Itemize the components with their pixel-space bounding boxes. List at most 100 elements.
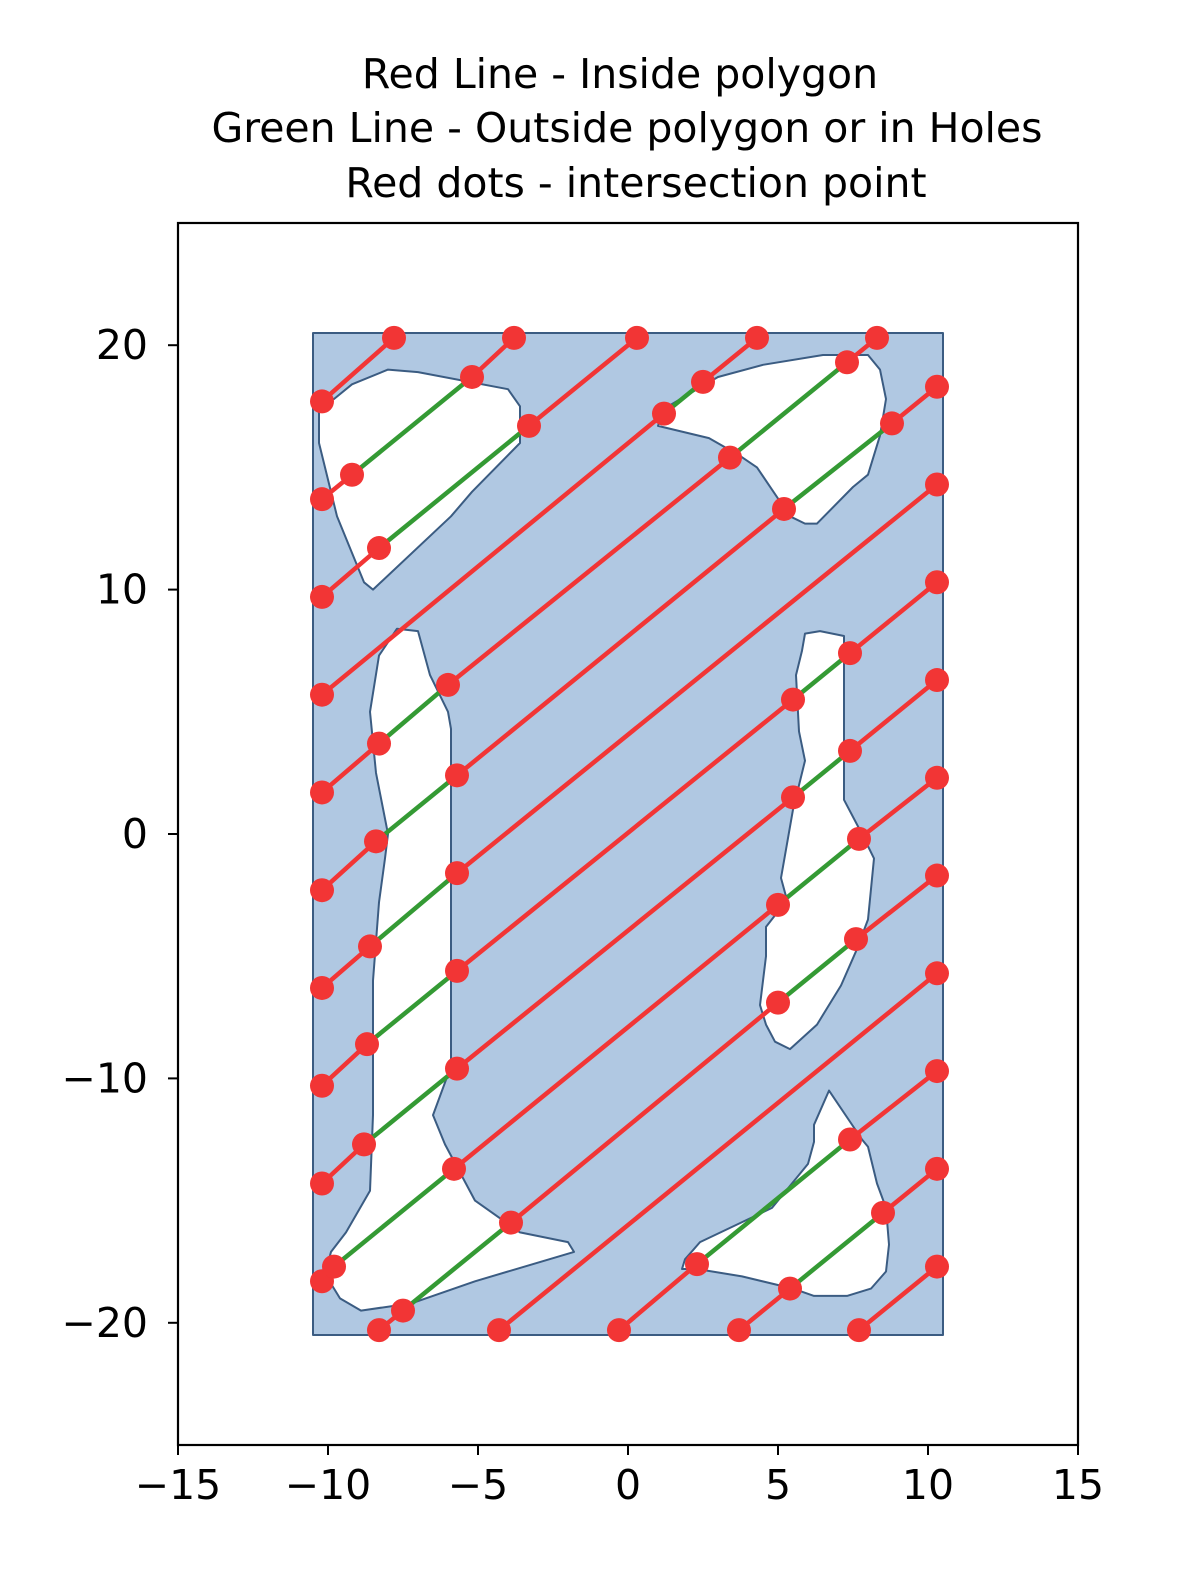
intersection-point-35 [925, 570, 949, 595]
inside-segment-7 [320, 411, 666, 697]
y-tick-label-3: 10 [96, 566, 148, 614]
inside-segment-10 [320, 741, 381, 795]
inside-segment-50 [857, 1264, 939, 1332]
plot-content [310, 325, 949, 1343]
inside-segment-22 [455, 482, 939, 875]
intersection-point-30 [310, 1073, 334, 1098]
inside-segment-12 [446, 455, 732, 687]
intersection-point-32 [445, 958, 469, 983]
inside-segment-35 [452, 903, 780, 1171]
intersection-point-34 [838, 641, 862, 666]
intersection-point-3 [625, 325, 649, 350]
outside-segment-16 [374, 773, 459, 844]
inside-segment-17 [455, 507, 786, 778]
intersection-point-43 [322, 1254, 346, 1279]
outside-segment-34 [332, 1167, 456, 1269]
intersection-point-1 [382, 325, 406, 350]
intersection-point-40 [838, 738, 862, 763]
inside-segment-4 [320, 546, 381, 599]
outside-segment-11 [377, 683, 450, 746]
intersection-point-15 [310, 780, 334, 805]
outside-segment-26 [791, 651, 852, 702]
intersection-point-63 [925, 1156, 949, 1181]
outside-segment-41 [776, 937, 858, 1005]
outside-segment-45 [695, 1137, 852, 1266]
outside-segment-29 [362, 1066, 459, 1147]
intersection-point-6 [310, 487, 334, 512]
inside-segment-40 [509, 1000, 780, 1225]
inside-segment-0 [320, 336, 396, 404]
outside-segment-48 [788, 1211, 885, 1291]
intersection-point-51 [766, 990, 790, 1015]
outside-segment-5 [377, 424, 531, 550]
x-tick-label-4: 5 [765, 1461, 791, 1509]
intersection-point-56 [607, 1318, 631, 1343]
intersection-point-65 [925, 1254, 949, 1279]
inside-segment-32 [848, 678, 939, 753]
intersection-point-28 [445, 861, 469, 886]
intersection-point-54 [487, 1318, 511, 1343]
intersection-point-13 [652, 401, 676, 426]
x-tick-label-1: −10 [285, 1461, 372, 1509]
intersection-point-24 [880, 411, 904, 436]
y-tick-label-2: 0 [122, 810, 148, 858]
intersection-point-16 [367, 731, 391, 756]
y-tick-label-0: −20 [61, 1299, 148, 1347]
outside-segment-2 [350, 375, 474, 477]
inside-segment-46 [848, 1069, 939, 1142]
title-line-2: Green Line - Outside polygon or in Holes [211, 104, 1042, 152]
intersection-point-53 [925, 863, 949, 888]
intersection-point-41 [925, 668, 949, 693]
outside-segment-13 [728, 360, 849, 460]
intersection-point-55 [925, 961, 949, 986]
intersection-point-29 [925, 472, 949, 497]
inside-segment-15 [320, 839, 378, 892]
x-tick-label-0: −15 [135, 1461, 222, 1509]
inside-segment-6 [527, 336, 639, 428]
intersection-point-22 [445, 763, 469, 788]
intersection-point-39 [781, 785, 805, 810]
inside-segment-42 [854, 873, 939, 941]
intersection-point-46 [847, 826, 871, 851]
intersection-point-49 [391, 1298, 415, 1323]
intersection-point-11 [517, 413, 541, 438]
intersection-point-20 [310, 878, 334, 903]
intersection-point-23 [772, 496, 796, 521]
intersection-point-45 [766, 892, 790, 917]
intersection-point-36 [310, 1171, 334, 1196]
intersection-point-60 [727, 1318, 751, 1343]
outside-segment-36 [776, 837, 861, 907]
y-tick-label-4: 20 [96, 321, 148, 369]
intersection-point-48 [367, 1318, 391, 1343]
intersection-point-31 [355, 1032, 379, 1057]
x-tick-label-2: −5 [448, 1461, 508, 1509]
intersection-point-26 [310, 975, 334, 1000]
intersection-point-44 [442, 1156, 466, 1181]
intersection-point-4 [745, 325, 769, 350]
intersection-point-8 [460, 364, 484, 389]
intersection-point-25 [925, 374, 949, 399]
outside-segment-39 [401, 1220, 513, 1313]
outside-segment-24 [365, 969, 459, 1046]
inside-segment-25 [455, 697, 795, 973]
intersection-point-58 [838, 1127, 862, 1152]
intersection-point-59 [925, 1059, 949, 1084]
inside-segment-44 [617, 1262, 699, 1332]
intersection-point-27 [358, 934, 382, 959]
intersection-point-37 [352, 1132, 376, 1157]
outside-segment-31 [791, 749, 852, 800]
intersection-point-61 [778, 1276, 802, 1301]
intersection-point-0 [310, 389, 334, 414]
intersection-point-33 [781, 687, 805, 712]
intersection-point-62 [871, 1200, 895, 1225]
outside-segment-21 [368, 871, 459, 949]
x-tick-label-5: 10 [902, 1461, 954, 1509]
x-tick-label-3: 0 [615, 1461, 641, 1509]
inside-segment-43 [497, 971, 939, 1332]
intersection-point-5 [865, 325, 889, 350]
outside-segment-18 [782, 421, 894, 511]
inside-segment-27 [848, 580, 939, 655]
intersection-point-17 [436, 672, 460, 697]
intersection-point-7 [340, 462, 364, 487]
intersection-point-9 [310, 584, 334, 609]
